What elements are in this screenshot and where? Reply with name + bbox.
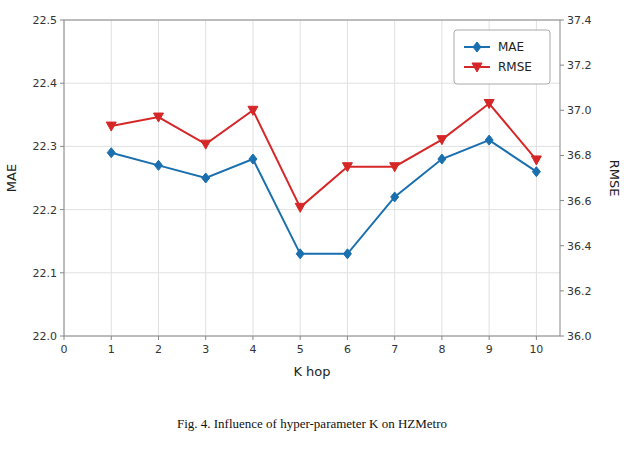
x-tick-label: 8 (438, 343, 445, 356)
y-tick (60, 336, 64, 337)
y-axis-title: MAE (4, 164, 19, 192)
x-tick-label: 6 (344, 343, 351, 356)
y2-tick (560, 20, 564, 21)
point (201, 140, 211, 149)
y-tick (60, 146, 64, 147)
x-grid-line (347, 20, 348, 336)
y2-tick-label: 37.0 (567, 104, 592, 117)
x-tick (205, 336, 206, 340)
plot-data (106, 100, 541, 259)
y-tick-label: 22.3 (33, 140, 58, 153)
x-grid-line (252, 20, 253, 336)
x-grid-line (111, 20, 112, 336)
y2-tick (560, 200, 564, 201)
point (484, 100, 494, 109)
point (437, 136, 447, 145)
y2-tick-label: 36.8 (567, 149, 592, 162)
x-tick-label: 9 (486, 343, 493, 356)
y-tick-label: 22.5 (33, 14, 58, 27)
x-grid-line (441, 20, 442, 336)
y-grid-line (64, 272, 560, 273)
x-axis-title: K hop (293, 364, 330, 379)
y2-tick-label: 36.6 (567, 195, 592, 208)
legend-box (454, 30, 550, 84)
point (485, 135, 493, 145)
y-tick (60, 83, 64, 84)
x-tick (111, 336, 112, 340)
x-tick (489, 336, 490, 340)
x-tick-label: 4 (249, 343, 256, 356)
point (438, 154, 446, 164)
x-tick-label: 10 (529, 343, 543, 356)
series-line (111, 104, 536, 208)
y-tick-label: 22.4 (33, 77, 58, 90)
y2-tick (560, 155, 564, 156)
legend-marker (472, 63, 482, 72)
y-grid-line (64, 146, 560, 147)
y2-tick (560, 110, 564, 111)
y2-tick-label: 36.2 (567, 285, 592, 298)
y-tick-label: 22.0 (33, 330, 58, 343)
y-tick-label: 22.1 (33, 267, 58, 280)
point (202, 173, 210, 183)
point (342, 163, 352, 172)
point (248, 106, 258, 115)
series-line (111, 140, 536, 254)
x-tick-label: 7 (391, 343, 398, 356)
axes: 0 1 2 3 4 5 6 7 8 9 10 22.0 22.1 22.2 22.3 22.4 22.5 36.0… (33, 14, 592, 356)
point (295, 203, 305, 212)
point (107, 148, 115, 158)
y-tick-label: 22.2 (33, 204, 58, 217)
x-grid-line (394, 20, 395, 336)
legend-label: RMSE (498, 60, 532, 74)
point (532, 167, 540, 177)
legend: MAE RMSE (454, 30, 550, 84)
grid (64, 20, 560, 336)
legend-label: MAE (498, 40, 524, 54)
y2-tick (560, 290, 564, 291)
legend-marker (473, 42, 481, 52)
point (390, 163, 400, 172)
point (249, 154, 257, 164)
x-tick (252, 336, 253, 340)
x-tick (441, 336, 442, 340)
y2-tick-label: 36.4 (567, 240, 592, 253)
x-tick-label: 5 (297, 343, 304, 356)
x-tick (394, 336, 395, 340)
y-tick (60, 209, 64, 210)
x-grid-line (158, 20, 159, 336)
y2-tick (560, 245, 564, 246)
x-tick (347, 336, 348, 340)
y-tick (60, 272, 64, 273)
point (154, 160, 162, 170)
chart: 0 1 2 3 4 5 6 7 8 9 10 22.0 22.1 22.2 22.3 22.4 22.5 36.0… (0, 0, 624, 450)
point (531, 156, 541, 165)
point (391, 192, 399, 202)
x-tick (300, 336, 301, 340)
x-tick-label: 0 (61, 343, 68, 356)
y2-tick (560, 65, 564, 66)
x-tick-label: 1 (108, 343, 115, 356)
x-tick-label: 3 (202, 343, 209, 356)
x-tick (536, 336, 537, 340)
caption: Fig. 4. Influence of hyper-parameter K o… (177, 416, 447, 431)
y2-tick (560, 336, 564, 337)
y-tick (60, 20, 64, 21)
point (296, 249, 304, 259)
y2-tick-label: 37.4 (567, 14, 592, 27)
point (343, 249, 351, 259)
x-tick (64, 336, 65, 340)
y2-tick-label: 37.2 (567, 59, 592, 72)
y-grid-line (64, 209, 560, 210)
y2-tick-label: 36.0 (567, 330, 592, 343)
x-tick-label: 2 (155, 343, 162, 356)
x-tick (158, 336, 159, 340)
x-grid-line (300, 20, 301, 336)
point (153, 113, 163, 122)
plot-frame (64, 20, 560, 336)
point (106, 122, 116, 131)
y2-axis-title: RMSE (607, 160, 622, 197)
